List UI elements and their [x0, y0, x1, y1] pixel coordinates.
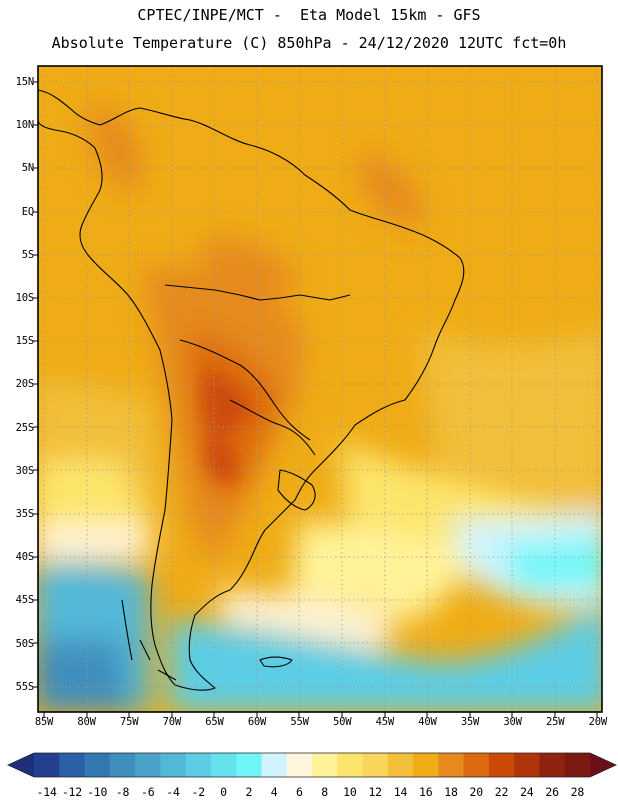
colorbar-swatch: [539, 753, 566, 777]
latitude-label: 30S: [15, 464, 35, 477]
colorbar-high-arrow: [590, 753, 616, 777]
longitude-label: 65W: [205, 716, 224, 728]
colorbar-label: 2: [245, 785, 253, 799]
longitude-label: 75W: [120, 716, 139, 728]
latitude-label: 15S: [15, 335, 35, 348]
longitude-label: 60W: [247, 716, 267, 728]
colorbar-label: 6: [295, 785, 303, 799]
longitude-label: 45W: [375, 716, 395, 728]
colorbar-label: 18: [444, 785, 458, 799]
longitude-label: 20W: [588, 716, 608, 728]
colorbar-label: -10: [87, 785, 108, 799]
colorbar-swatch: [109, 753, 136, 777]
colorbar-swatch: [514, 753, 540, 777]
longitude-label: 55W: [290, 716, 309, 728]
latitude-label: 15N: [15, 76, 35, 88]
colorbar-label: 16: [418, 785, 433, 799]
colorbar-swatch: [261, 753, 288, 777]
latitude-label: 20S: [15, 378, 35, 391]
longitude-label: 25W: [546, 716, 565, 728]
colorbar-swatch: [362, 753, 389, 777]
longitude-label: 50W: [333, 716, 352, 728]
longitude-label: 30W: [503, 716, 522, 728]
temperature-field: [38, 66, 602, 712]
colorbar-label: -2: [191, 785, 206, 799]
colorbar-label: -14: [36, 785, 57, 799]
colorbar-label: 22: [494, 785, 509, 799]
coastlines: [38, 89, 465, 691]
colorbar-label: 14: [393, 785, 408, 799]
colorbar-swatch: [438, 753, 465, 777]
colorbar-swatch: [236, 753, 262, 777]
colorbar-swatch: [387, 753, 414, 777]
colorbar-low-arrow: [8, 753, 34, 777]
colorbar-label: 0: [220, 785, 227, 799]
latitude-label: 50S: [15, 637, 35, 650]
colorbar-swatch: [286, 753, 313, 777]
colorbar-label: 12: [368, 785, 382, 799]
colorbar-label: 8: [321, 785, 328, 799]
latitude-label: 25S: [15, 421, 35, 434]
chart-title-line-1: CPTEC/INPE/MCT - Eta Model 15km - GFS: [137, 6, 481, 24]
colorbar-swatch: [312, 753, 338, 777]
colorbar-label: -6: [140, 785, 155, 799]
latitude-label: 55S: [15, 680, 35, 693]
colorbar-label: -12: [61, 785, 82, 799]
colorbar-outline: [7, 752, 617, 778]
longitude-label: 35W: [460, 716, 480, 728]
colorbar-label: 20: [469, 785, 484, 799]
longitude-label: 70W: [162, 716, 182, 728]
colorbar-swatch: [210, 753, 237, 777]
map-border: [37, 65, 603, 713]
colorbar-swatch: [488, 753, 515, 777]
latitude-label: 45S: [15, 594, 35, 607]
chart-title-line-2: Absolute Temperature (C) 850hPa - 24/12/…: [51, 34, 567, 52]
colorbar-label: 28: [570, 785, 585, 799]
longitude-label: 40W: [418, 716, 437, 728]
axis-ticks: [33, 81, 598, 717]
latitude-label: 40S: [15, 551, 35, 564]
colorbar-label: 4: [270, 785, 278, 799]
colorbar-label: 26: [545, 785, 559, 799]
latitude-label: 10S: [15, 292, 35, 304]
colorbar: [7, 752, 617, 778]
colorbar-swatch: [564, 753, 591, 777]
colorbar-swatch: [413, 753, 439, 777]
latitude-label: EQ: [21, 205, 34, 218]
colorbar-label: -4: [166, 785, 180, 799]
colorbar-swatch: [34, 753, 60, 777]
colorbar-swatch: [135, 753, 161, 777]
colorbar-swatch: [84, 753, 111, 777]
colorbar-swatch: [59, 753, 86, 777]
colorbar-swatch: [185, 753, 212, 777]
longitude-label: 80W: [77, 716, 96, 728]
longitude-label: 85W: [34, 716, 54, 728]
colorbar-swatch: [463, 753, 490, 777]
colorbar-label: 10: [343, 785, 357, 799]
latitude-label: 5S: [21, 248, 34, 261]
latitude-label: 5N: [21, 162, 34, 175]
colorbar-swatch: [160, 753, 187, 777]
colorbar-swatch: [337, 753, 364, 777]
colorbar-label: -8: [115, 785, 130, 799]
colorbar-label: 24: [520, 785, 534, 799]
latitude-label: 10N: [15, 119, 35, 132]
latitude-label: 35S: [15, 508, 35, 520]
